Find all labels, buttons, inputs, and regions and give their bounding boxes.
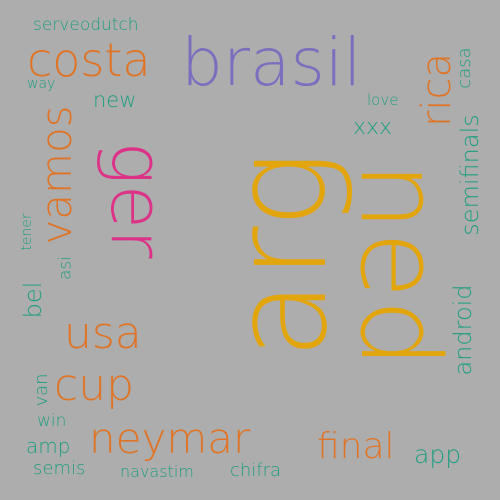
word-android: android <box>449 284 477 376</box>
word-navastim: navastim <box>120 462 194 481</box>
word-neymar: neymar <box>89 414 251 463</box>
word-win: win <box>37 411 67 431</box>
word-brasil: brasil <box>181 24 362 101</box>
word-new: new <box>93 88 137 112</box>
word-chifra: chifra <box>230 460 282 481</box>
word-way: way <box>27 76 56 92</box>
word-cup: cup <box>54 360 135 411</box>
word-app: app <box>414 440 462 469</box>
word-ger: ger <box>95 141 179 259</box>
word-tener: tener <box>19 213 35 251</box>
word-rica: rica <box>414 52 460 128</box>
word-usa: usa <box>64 308 142 359</box>
word-amp: amp <box>26 434 71 458</box>
word-xxx: xxx <box>353 115 393 140</box>
word-love: love <box>367 91 399 109</box>
word-bel: bel <box>19 281 47 319</box>
word-arg: arg <box>204 150 356 360</box>
word-costa: costa <box>27 33 151 87</box>
word-casa: casa <box>454 47 475 89</box>
word-vamos: vamos <box>32 105 81 245</box>
word-semis: semis <box>33 458 86 479</box>
word-van: van <box>31 373 52 407</box>
word-ned: ned <box>336 161 464 369</box>
word-serveodutch: serveodutch <box>33 15 139 35</box>
word-asi: asi <box>55 256 76 280</box>
word-final: final <box>317 426 395 467</box>
